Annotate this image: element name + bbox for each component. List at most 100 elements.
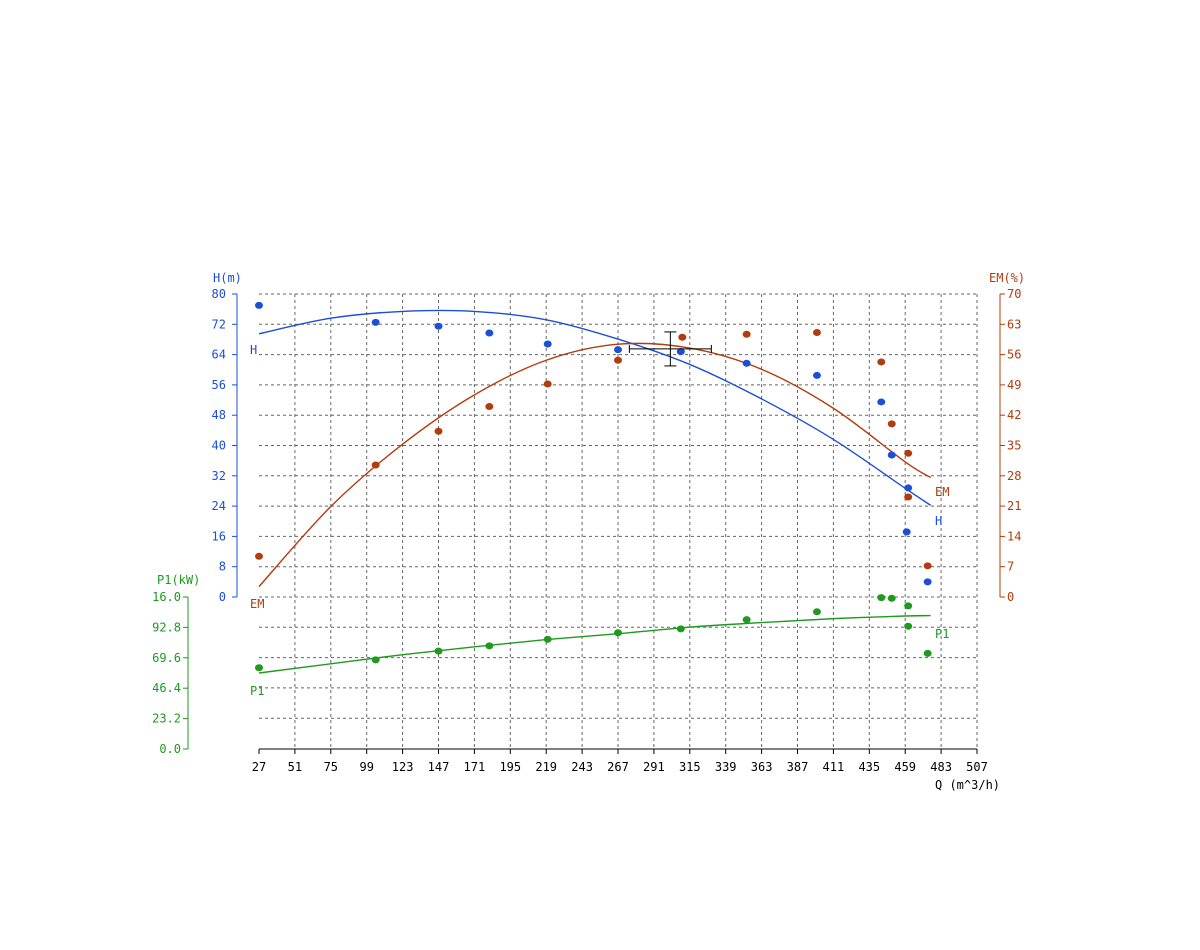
- p1-data-point: [614, 629, 622, 637]
- em-data-point: [434, 427, 443, 435]
- h-data-point: [904, 484, 913, 492]
- p1-data-point: [812, 608, 821, 616]
- p1-tick-label: 92.8: [152, 620, 181, 634]
- h-data-point: [742, 359, 751, 367]
- h-data-point: [543, 340, 552, 348]
- curve-label-h-end: H: [935, 514, 942, 528]
- em-data-point: [877, 358, 886, 366]
- h-data-point: [902, 528, 911, 536]
- h-data-point: [887, 451, 896, 459]
- em-data-point: [742, 330, 751, 338]
- h-tick-label: 80: [212, 287, 226, 301]
- q-tick-label: 315: [679, 760, 701, 774]
- q-tick-label: 219: [535, 760, 557, 774]
- h-tick-label: 48: [212, 408, 226, 422]
- h-data-point: [923, 578, 932, 586]
- h-tick-label: 56: [212, 378, 226, 392]
- em-curve: [258, 342, 931, 588]
- q-tick-label: 171: [464, 760, 486, 774]
- q-tick-label: 75: [324, 760, 338, 774]
- em-data-point: [371, 461, 380, 469]
- q-tick-label: 459: [894, 760, 916, 774]
- curve-label-em-start: EM: [250, 597, 264, 611]
- em-data-point: [255, 552, 263, 560]
- p1-data-point: [923, 649, 932, 657]
- q-tick-label: 147: [428, 760, 450, 774]
- h-data-point: [255, 301, 263, 309]
- h-tick-label: 40: [212, 439, 226, 453]
- em-tick-label: 56: [1007, 348, 1021, 362]
- em-data-point: [923, 562, 932, 570]
- q-tick-label: 99: [359, 760, 373, 774]
- p1-tick-label: 16.0: [152, 590, 181, 604]
- h-tick-label: 64: [212, 348, 226, 362]
- curve-label-p1-start: P1: [250, 684, 264, 698]
- axis-label-em: EM(%): [989, 271, 1025, 285]
- em-tick-label: 35: [1007, 439, 1021, 453]
- em-data-point: [678, 333, 687, 341]
- p1-data-point: [676, 625, 685, 633]
- h-data-point: [614, 346, 622, 354]
- em-tick-label: 14: [1007, 529, 1021, 543]
- em-tick-label: 21: [1007, 499, 1021, 513]
- em-data-point: [485, 403, 494, 411]
- q-tick-label: 339: [715, 760, 737, 774]
- h-data-point: [485, 329, 494, 337]
- h-tick-label: 16: [212, 529, 226, 543]
- h-data-point: [371, 318, 380, 326]
- h-data-point: [877, 398, 886, 406]
- p1-data-point: [543, 635, 552, 643]
- p1-data-point: [887, 594, 896, 602]
- em-tick-label: 49: [1007, 378, 1021, 392]
- axes: 0 8 16 24 32 40 48 56 64 72 80 0 7 14 21 28 35 42 49 56 63 70…: [152, 287, 1021, 774]
- p1-data-point: [877, 594, 886, 602]
- axis-label-h: H(m): [213, 271, 242, 285]
- p1-tick-label: 69.6: [152, 651, 181, 665]
- q-tick-label: 123: [392, 760, 414, 774]
- p1-tick-label: 46.4: [152, 681, 181, 695]
- em-data-point: [543, 380, 552, 388]
- p1-data-point: [434, 647, 443, 655]
- axis-label-q: Q (m^3/h): [935, 778, 1000, 792]
- em-tick-label: 0: [1007, 590, 1014, 604]
- q-tick-label: 435: [858, 760, 880, 774]
- p1-data-point: [255, 664, 263, 672]
- data-points: [255, 301, 932, 672]
- p1-data-point: [371, 656, 380, 664]
- h-data-point: [434, 322, 443, 330]
- q-tick-label: 507: [966, 760, 988, 774]
- em-tick-label: 7: [1007, 560, 1014, 574]
- q-tick-label: 291: [643, 760, 665, 774]
- q-tick-label: 195: [499, 760, 521, 774]
- h-data-point: [676, 348, 685, 356]
- em-data-point: [887, 420, 896, 428]
- axis-label-p1: P1(kW): [157, 573, 200, 587]
- h-tick-label: 0: [219, 590, 226, 604]
- h-curve: [258, 309, 932, 506]
- curve-label-p1-end: P1: [935, 627, 949, 641]
- em-tick-label: 63: [1007, 317, 1021, 331]
- p1-tick-label: 0.0: [159, 742, 181, 756]
- em-data-point: [614, 356, 622, 364]
- em-tick-label: 42: [1007, 408, 1021, 422]
- p1-curve: [258, 614, 931, 674]
- q-tick-label: 243: [571, 760, 593, 774]
- p1-data-point: [904, 602, 913, 610]
- em-data-point: [812, 329, 821, 337]
- em-data-point: [904, 493, 913, 501]
- p1-data-point: [904, 622, 913, 630]
- q-tick-label: 387: [787, 760, 809, 774]
- q-tick-label: 27: [252, 760, 266, 774]
- em-tick-label: 70: [1007, 287, 1021, 301]
- em-data-point: [904, 449, 913, 457]
- q-tick-label: 51: [288, 760, 302, 774]
- h-tick-label: 8: [219, 560, 226, 574]
- h-tick-label: 72: [212, 317, 226, 331]
- q-tick-label: 483: [930, 760, 952, 774]
- fitted-curves: [258, 309, 932, 674]
- grid: [259, 293, 978, 749]
- q-tick-label: 267: [607, 760, 629, 774]
- curve-label-h-start: H: [250, 343, 257, 357]
- p1-data-point: [742, 616, 751, 624]
